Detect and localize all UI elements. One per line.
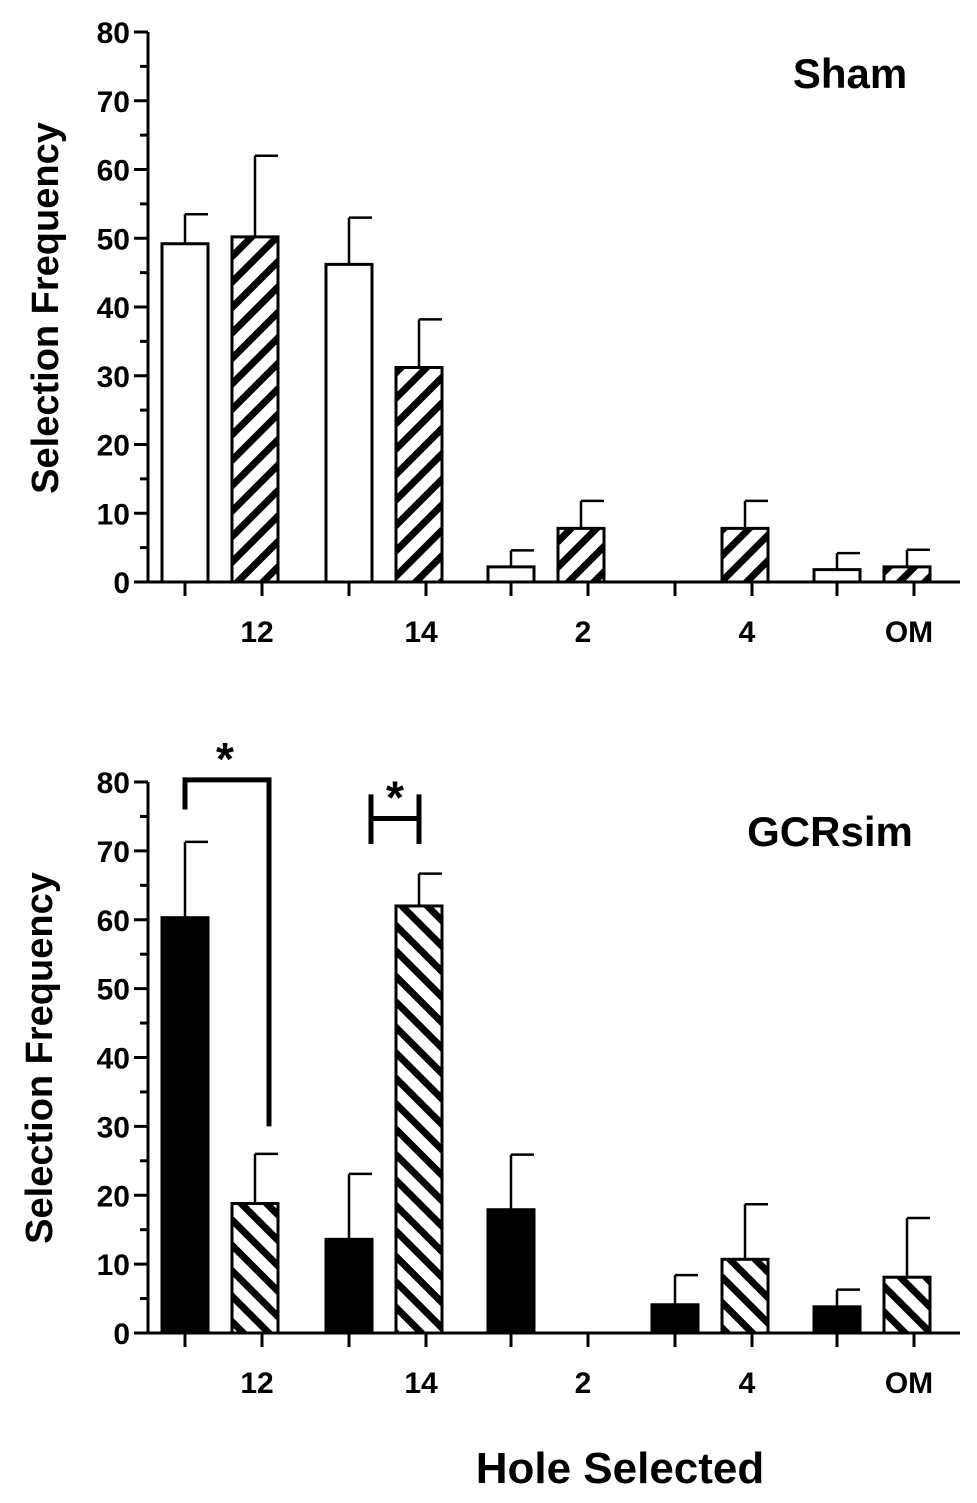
gcrsim-bar — [160, 916, 210, 1335]
gcrsim-significance-star: * — [386, 772, 404, 824]
gcrsim-plot-area: 0 10 20 30 40 50 60 70 80 12 14 2 4 OM * * — [97, 733, 960, 1400]
sham-bar — [556, 526, 606, 584]
gcrsim-y-tick-label: 30 — [97, 1111, 130, 1144]
sham-bar — [720, 526, 770, 584]
sham-bar — [230, 235, 280, 584]
sham-y-tick-label: 10 — [97, 498, 130, 531]
gcrsim-bar — [812, 1305, 862, 1335]
gcrsim-significance-star: * — [216, 733, 234, 785]
gcrsim-bar — [486, 1208, 536, 1335]
sham-panel: 0 10 20 30 40 50 60 70 80 12 14 2 4 OM Sham Selection… — [25, 17, 960, 649]
gcrsim-bar — [720, 1257, 770, 1335]
gcrsim-panel: 0 10 20 30 40 50 60 70 80 12 14 2 4 OM * * GCRsim Selec… — [19, 733, 960, 1400]
gcrsim-y-tick-label: 40 — [97, 1043, 130, 1076]
gcrsim-y-tick-label: 70 — [97, 836, 130, 869]
gcrsim-y-tick-label: 0 — [113, 1318, 130, 1351]
gcrsim-category-label: 4 — [739, 1367, 756, 1400]
gcrsim-title: GCRsim — [747, 808, 913, 855]
sham-y-tick-label: 30 — [97, 361, 130, 394]
gcrsim-y-tick-label: 20 — [97, 1180, 130, 1213]
gcrsim-bar — [650, 1303, 700, 1335]
gcrsim-bar — [324, 1237, 374, 1335]
sham-title: Sham — [793, 50, 907, 97]
gcrsim-bar — [394, 904, 444, 1335]
sham-bar — [486, 565, 536, 584]
sham-category-label: 12 — [240, 616, 273, 649]
gcrsim-bar — [230, 1202, 280, 1335]
gcrsim-category-label: 2 — [575, 1367, 592, 1400]
sham-y-tick-label: 50 — [97, 223, 130, 256]
sham-category-label: 4 — [739, 616, 756, 649]
gcrsim-category-label: 12 — [240, 1367, 273, 1400]
sham-y-tick-label: 40 — [97, 292, 130, 325]
gcrsim-y-tick-label: 60 — [97, 905, 130, 938]
gcrsim-y-tick-label: 10 — [97, 1249, 130, 1282]
gcrsim-significance-bracket — [368, 794, 422, 844]
sham-bar — [882, 565, 932, 584]
sham-y-tick-label: 60 — [97, 155, 130, 188]
sham-y-tick-label: 80 — [97, 17, 130, 50]
sham-bar — [160, 242, 210, 584]
sham-category-label: 2 — [575, 616, 592, 649]
sham-y-tick-label: 0 — [113, 567, 130, 600]
sham-plot-area: 0 10 20 30 40 50 60 70 80 12 14 2 4 OM — [97, 17, 960, 649]
sham-y-tick-label: 20 — [97, 430, 130, 463]
gcrsim-significance-bracket — [182, 777, 272, 1127]
gcrsim-category-label: 14 — [404, 1367, 438, 1400]
sham-category-label: OM — [885, 616, 933, 649]
sham-y-axis-label: Selection Frequency — [25, 122, 67, 494]
gcrsim-y-axis-label: Selection Frequency — [19, 872, 61, 1244]
x-axis-label: Hole Selected — [476, 1444, 765, 1493]
gcrsim-category-label: OM — [885, 1367, 933, 1400]
sham-bar — [324, 262, 374, 584]
gcrsim-bar — [882, 1275, 932, 1335]
sham-bar — [812, 568, 862, 584]
sham-y-tick-label: 70 — [97, 86, 130, 119]
sham-category-label: 14 — [404, 616, 438, 649]
sham-bar — [394, 366, 444, 584]
gcrsim-y-tick-label: 80 — [97, 767, 130, 800]
gcrsim-y-tick-label: 50 — [97, 974, 130, 1007]
